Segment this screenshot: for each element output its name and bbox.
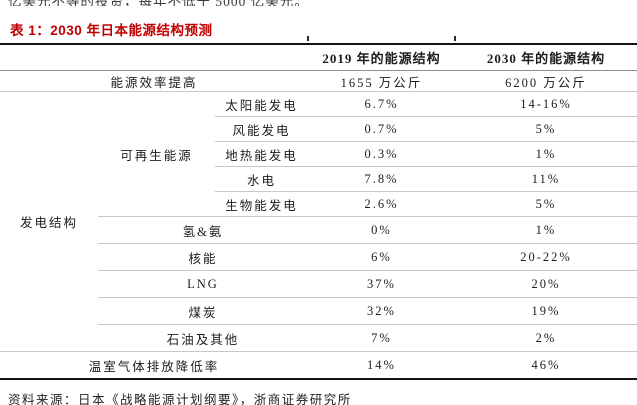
value-2019: 6% <box>308 243 455 271</box>
value-2030: 1% <box>455 141 637 167</box>
value-2030: 46% <box>455 351 637 380</box>
row-label: 生物能发电 <box>215 191 308 217</box>
column-boundary-tick <box>454 36 456 41</box>
value-2019: 0.7% <box>308 116 455 142</box>
energy-structure-table: 2019 年的能源结构 2030 年的能源结构 能源效率提高 1655 万公斤 … <box>0 43 637 380</box>
row-label: 地热能发电 <box>215 141 308 167</box>
value-2019: 0% <box>308 216 455 244</box>
value-2030: 20-22% <box>455 243 637 271</box>
table-row: 水电 7.8% 11% <box>0 166 637 192</box>
value-2030: 2% <box>455 324 637 352</box>
header-2030: 2030 年的能源结构 <box>455 43 637 71</box>
row-label: 风能发电 <box>215 116 308 142</box>
row-label: 核能 <box>98 243 308 271</box>
value-2030: 20% <box>455 270 637 298</box>
value-2030: 11% <box>455 166 637 192</box>
header-2019: 2019 年的能源结构 <box>308 43 455 71</box>
value-2019: 0.3% <box>308 141 455 167</box>
value-2019: 2.6% <box>308 191 455 217</box>
row-label: 能源效率提高 <box>0 70 308 92</box>
value-2019: 32% <box>308 297 455 325</box>
table-row: 核能 6% 20-22% <box>0 243 637 271</box>
value-2019: 7% <box>308 324 455 352</box>
group-cell-power-structure: 发电结构 <box>0 91 98 352</box>
table-row: 石油及其他 7% 2% <box>0 324 637 352</box>
table-header-row: 2019 年的能源结构 2030 年的能源结构 <box>0 43 637 71</box>
value-2030: 19% <box>455 297 637 325</box>
row-label: 水电 <box>215 166 308 192</box>
table-row: 风能发电 0.7% 5% <box>0 116 637 142</box>
table-row: 能源效率提高 1655 万公斤 6200 万公斤 <box>0 70 637 92</box>
value-2030: 5% <box>455 116 637 142</box>
value-2030: 1% <box>455 216 637 244</box>
table-row: 氢&氨 0% 1% <box>0 216 637 244</box>
value-2030: 14-16% <box>455 91 637 117</box>
source-note: 资料来源：日本《战略能源计划纲要》，浙商证券研究所 <box>8 393 352 405</box>
table-row: 生物能发电 2.6% 5% <box>0 191 637 217</box>
header-empty-cell <box>0 43 308 71</box>
clipped-paragraph-text: 亿美元不等的投资，每年不低于 5000 亿美元。 <box>0 0 637 6</box>
value-2019: 37% <box>308 270 455 298</box>
table-row: 地热能发电 0.3% 1% <box>0 141 637 167</box>
table-row: 发电结构 可再生能源 太阳能发电 6.7% 14-16% <box>0 91 637 352</box>
row-label: 氢&氨 <box>98 216 308 244</box>
row-label: 温室气体排放降低率 <box>0 351 308 380</box>
value-2019: 6.7% <box>308 91 455 117</box>
row-label: LNG <box>98 270 308 298</box>
table-row: LNG 37% 20% <box>0 270 637 298</box>
row-label: 太阳能发电 <box>215 91 308 117</box>
value-2030: 5% <box>455 191 637 217</box>
table-title: 表 1：2030 年日本能源结构预测 <box>10 23 213 38</box>
row-label: 石油及其他 <box>98 324 308 352</box>
value-2030: 6200 万公斤 <box>455 70 637 92</box>
table-row: 温室气体排放降低率 14% 46% <box>0 351 637 380</box>
group-cell-renewable: 可再生能源 <box>98 91 215 217</box>
table-row: 煤炭 32% 19% <box>0 297 637 325</box>
value-2019: 1655 万公斤 <box>308 70 455 92</box>
row-label: 煤炭 <box>98 297 308 325</box>
column-boundary-tick <box>307 36 309 41</box>
value-2019: 7.8% <box>308 166 455 192</box>
value-2019: 14% <box>308 351 455 380</box>
